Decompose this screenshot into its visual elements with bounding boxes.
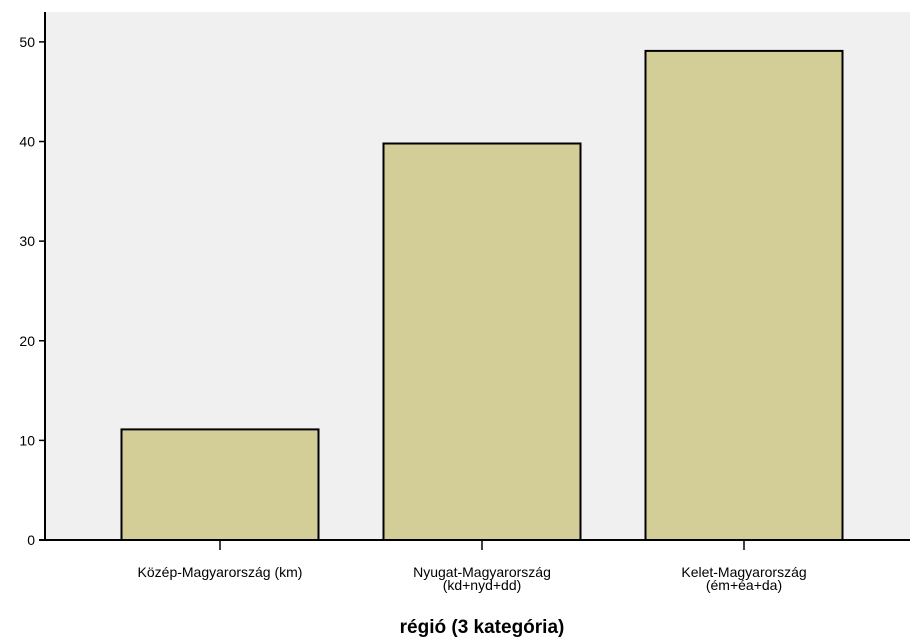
y-tick-label: 30 — [19, 233, 35, 249]
axes — [39, 12, 910, 541]
y-tick-label: 0 — [27, 532, 35, 548]
y-axis-ticks: 0 10 20 30 40 50 — [19, 34, 45, 548]
x-axis-label: régió (3 kategória) — [400, 617, 565, 637]
y-tick-label: 50 — [19, 34, 35, 50]
x-tick-label: (ém+éa+da) — [706, 577, 782, 593]
x-tick-label: Kelet-Magyarország — [681, 564, 806, 580]
x-axis-ticks: Közép-Magyarország (km) Nyugat-Magyarorsz… — [138, 540, 807, 593]
x-tick-label: (kd+nyd+dd) — [443, 577, 522, 593]
x-tick-label: Közép-Magyarország (km) — [138, 564, 303, 580]
y-tick-label: 10 — [19, 432, 35, 448]
bar-3 — [644, 49, 844, 542]
y-tick-label: 40 — [19, 134, 35, 150]
bars — [120, 49, 844, 542]
bar-2 — [382, 142, 582, 541]
x-tick-label: Nyugat-Magyarország — [413, 564, 551, 580]
y-tick-label: 20 — [19, 333, 35, 349]
bar-1 — [120, 428, 320, 541]
